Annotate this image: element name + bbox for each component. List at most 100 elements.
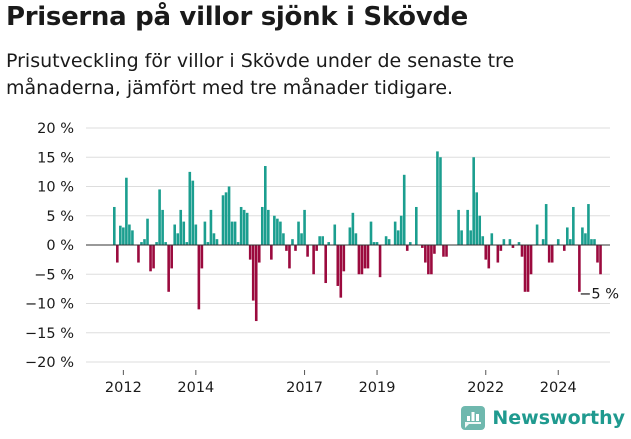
- brand-name: Newsworthy: [492, 407, 625, 429]
- y-tick-label: −20 %: [25, 355, 74, 371]
- bar-negative: [152, 245, 155, 269]
- bar-positive: [569, 239, 572, 245]
- bar-negative: [499, 245, 503, 251]
- x-tick-label: 2024: [540, 380, 577, 396]
- x-tick-label: 2019: [359, 380, 396, 396]
- bar-positive: [128, 224, 131, 245]
- bar-positive: [273, 215, 276, 245]
- bar-positive: [478, 215, 482, 245]
- bar-positive: [415, 206, 418, 245]
- bar-negative: [487, 245, 491, 269]
- y-tick-label: 15 %: [37, 150, 74, 166]
- bar-positive: [206, 242, 210, 245]
- bar-positive: [572, 206, 575, 245]
- bar-negative: [427, 245, 430, 275]
- bar-positive: [354, 233, 358, 245]
- bar-positive: [260, 206, 264, 245]
- bar-positive: [399, 215, 403, 245]
- bar-positive: [387, 239, 391, 245]
- bar-positive: [185, 242, 189, 245]
- bar-positive: [215, 239, 219, 245]
- bar-negative: [523, 245, 527, 292]
- bar-positive: [224, 192, 228, 245]
- bar-positive: [303, 209, 306, 245]
- x-tick-label: 2017: [286, 380, 323, 396]
- bar-positive: [469, 230, 472, 245]
- bar-positive: [544, 204, 548, 245]
- bar-positive: [300, 233, 303, 245]
- chart-subtitle: Prisutveckling för villor i Skövde under…: [6, 50, 515, 99]
- bar-negative: [254, 245, 258, 322]
- bar-positive: [351, 212, 355, 245]
- bar-negative: [288, 245, 291, 269]
- bar-positive: [119, 225, 122, 245]
- bar-positive: [233, 221, 237, 245]
- bar-positive: [508, 239, 512, 245]
- bar-positive: [236, 242, 240, 245]
- bar-positive: [203, 221, 207, 245]
- bar-negative: [285, 245, 288, 251]
- y-tick-label: −15 %: [25, 326, 74, 342]
- bar-negative: [442, 245, 445, 257]
- y-tick-label: −5 %: [34, 267, 74, 283]
- bar-negative: [445, 245, 448, 257]
- bar-positive: [502, 239, 506, 245]
- bar-negative: [167, 245, 170, 292]
- bar-positive: [279, 221, 282, 245]
- bar-positive: [481, 236, 485, 245]
- bar-negative: [430, 245, 433, 275]
- bar-negative: [578, 245, 581, 292]
- bar-negative: [405, 245, 409, 251]
- bar-positive: [460, 230, 463, 245]
- x-tick-label: 2014: [177, 380, 214, 396]
- bar-negative: [529, 245, 533, 275]
- bar-positive: [267, 209, 270, 245]
- bar-positive: [517, 242, 521, 245]
- x-axis-ticks: 2012 2014 2017 2019 2022 2024: [105, 370, 577, 396]
- bar-positive: [457, 209, 460, 245]
- bar-positive: [282, 233, 285, 245]
- bar-negative: [200, 245, 204, 269]
- bar-negative: [149, 245, 152, 272]
- newsworthy-logo-icon: [461, 406, 486, 430]
- bar-positive: [408, 242, 412, 245]
- bar-positive: [176, 233, 180, 245]
- bar-negative: [312, 245, 315, 275]
- bar-positive: [535, 224, 539, 245]
- bar-positive: [188, 171, 192, 245]
- bar-positive: [245, 212, 249, 245]
- bar-negative: [339, 245, 343, 298]
- bar-negative: [484, 245, 488, 260]
- bar-negative: [137, 245, 140, 263]
- bar-negative: [170, 245, 173, 269]
- bar-positive: [472, 157, 475, 245]
- bar-negative: [378, 245, 382, 278]
- bar-positive: [593, 239, 596, 245]
- bar-positive: [155, 242, 158, 245]
- bar-positive: [584, 233, 587, 245]
- bar-negative: [342, 245, 346, 272]
- bar-negative: [197, 245, 201, 310]
- bar-positive: [327, 242, 331, 245]
- bar-negative: [306, 245, 309, 257]
- bar-negative: [251, 245, 255, 301]
- bar-positive: [566, 227, 569, 245]
- x-tick-label: 2012: [105, 380, 142, 396]
- bar-positive: [587, 204, 590, 245]
- bar-positive: [182, 221, 186, 245]
- y-tick-label: 20 %: [37, 121, 74, 137]
- bar-positive: [164, 242, 167, 245]
- bar-negative: [315, 245, 318, 251]
- bar-positive: [276, 218, 279, 245]
- bar-positive: [143, 239, 146, 245]
- bar-positive: [161, 209, 164, 245]
- bar-positive: [158, 189, 161, 245]
- bar-negative: [248, 245, 252, 260]
- bar-positive: [556, 239, 560, 245]
- bar-positive: [227, 186, 231, 245]
- bar-positive: [242, 209, 246, 245]
- bar-negative: [257, 245, 261, 263]
- bar-positive: [264, 166, 267, 245]
- bar-positive: [402, 174, 406, 245]
